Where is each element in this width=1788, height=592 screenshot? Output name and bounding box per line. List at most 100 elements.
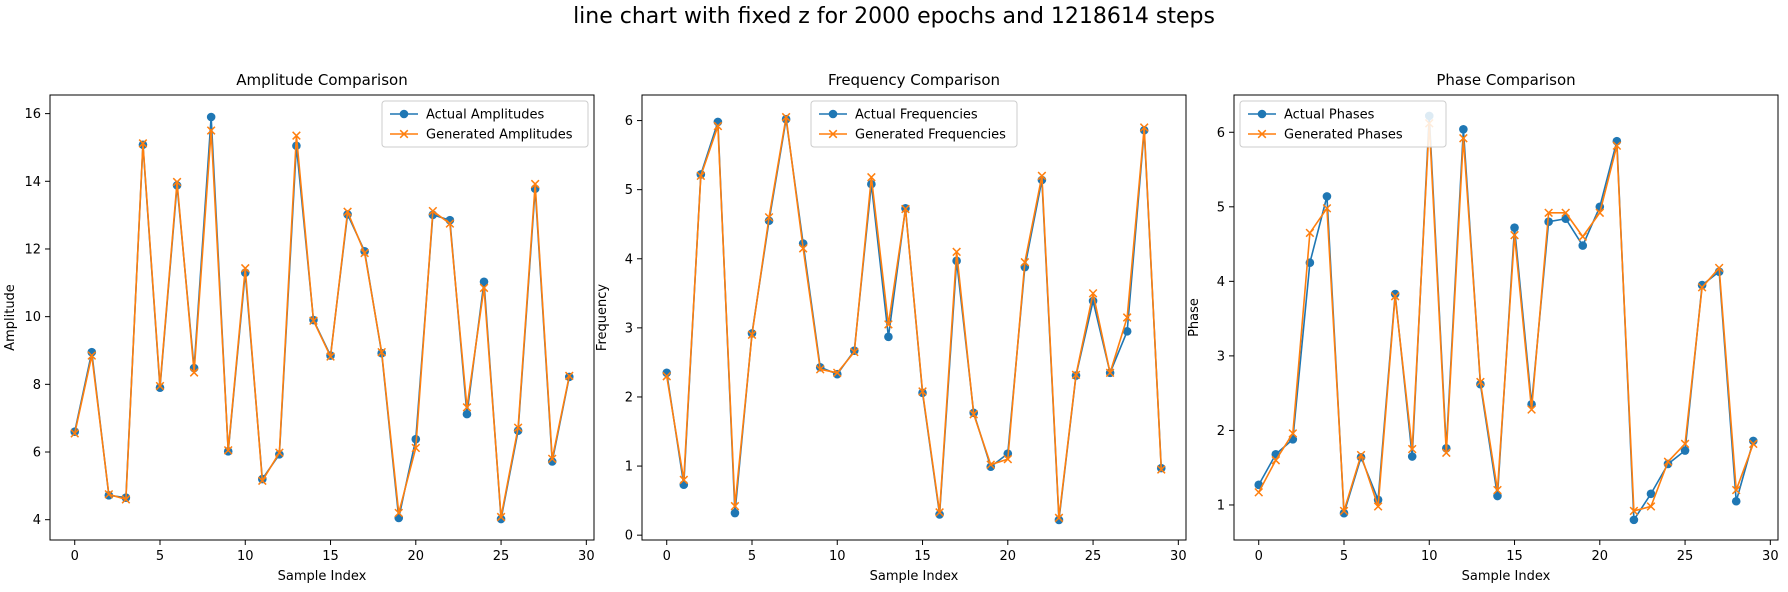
data-point-generated bbox=[462, 403, 472, 412]
data-point-generated bbox=[901, 204, 910, 214]
data-point-actual bbox=[479, 277, 489, 287]
data-point-generated bbox=[1271, 455, 1281, 465]
data-point-actual bbox=[1390, 289, 1400, 299]
legend: Actual Amplitudes Generated Amplitudes bbox=[381, 100, 589, 148]
data-point-generated bbox=[513, 423, 523, 432]
legend-marker-x bbox=[1257, 129, 1267, 139]
data-point-actual bbox=[679, 480, 689, 490]
data-point-generated bbox=[1714, 263, 1724, 273]
legend-marker-circle bbox=[1257, 109, 1267, 119]
x-tick-label: 10 bbox=[237, 549, 254, 564]
data-point-actual bbox=[884, 332, 893, 342]
data-point-generated bbox=[1254, 487, 1264, 497]
y-tick-label: 3 bbox=[625, 321, 633, 336]
data-point-generated bbox=[292, 131, 301, 140]
x-tick-label: 30 bbox=[1762, 549, 1779, 564]
data-point-generated bbox=[1037, 171, 1047, 181]
data-point-actual bbox=[1322, 192, 1332, 201]
data-point-generated bbox=[1020, 257, 1030, 267]
y-tick-label: 2 bbox=[625, 390, 633, 405]
x-tick-label: 15 bbox=[1506, 549, 1523, 564]
data-point-actual bbox=[155, 383, 165, 393]
data-point-generated bbox=[1578, 232, 1588, 241]
plot-frame bbox=[641, 94, 1187, 541]
data-point-actual bbox=[1493, 491, 1502, 501]
x-tick-label: 10 bbox=[829, 549, 846, 564]
x-axis-label: Sample Index bbox=[278, 569, 367, 584]
y-axis-label: Frequency bbox=[595, 284, 610, 351]
chart-title: Phase Comparison bbox=[1436, 71, 1575, 89]
data-point-generated bbox=[496, 512, 506, 522]
data-point-generated bbox=[1459, 133, 1468, 143]
y-tick-label: 5 bbox=[625, 183, 633, 198]
data-point-generated bbox=[1680, 439, 1690, 449]
data-point-generated bbox=[1527, 405, 1536, 414]
x-tick-label: 20 bbox=[1592, 549, 1609, 564]
data-point-generated bbox=[1305, 228, 1315, 238]
data-point-generated bbox=[1646, 502, 1656, 511]
data-point-generated bbox=[1663, 457, 1673, 467]
y-tick-label: 10 bbox=[24, 310, 41, 325]
data-point-generated bbox=[547, 454, 557, 464]
data-point-generated bbox=[257, 476, 267, 486]
data-point-generated bbox=[764, 212, 774, 222]
x-tick-label: 5 bbox=[1340, 549, 1348, 564]
x-tick-label: 5 bbox=[748, 549, 756, 564]
data-point-actual bbox=[1510, 223, 1519, 232]
legend-box bbox=[381, 100, 589, 148]
series-line-generated bbox=[1258, 122, 1755, 512]
x-tick-label: 0 bbox=[663, 549, 671, 564]
data-point-generated bbox=[121, 495, 131, 504]
y-tick-label: 12 bbox=[24, 242, 41, 257]
chart-title: Frequency Comparison bbox=[828, 71, 1000, 89]
data-point-generated bbox=[969, 409, 979, 419]
data-point-generated bbox=[189, 368, 199, 377]
data-point-actual bbox=[730, 508, 740, 518]
data-point-generated bbox=[1356, 450, 1366, 460]
y-tick-label: 2 bbox=[1217, 424, 1225, 439]
data-point-generated bbox=[1629, 506, 1639, 516]
x-tick-label: 15 bbox=[322, 549, 339, 564]
data-point-generated bbox=[1003, 454, 1013, 464]
x-tick-label: 15 bbox=[914, 549, 931, 564]
y-tick-label: 3 bbox=[1217, 349, 1225, 364]
data-point-generated bbox=[1697, 282, 1707, 292]
data-point-actual bbox=[1680, 446, 1690, 455]
data-point-generated bbox=[832, 368, 842, 378]
legend-label: Generated Amplitudes bbox=[426, 128, 573, 143]
data-point-generated bbox=[138, 139, 148, 148]
legend-marker-x bbox=[828, 129, 838, 139]
legend-box bbox=[1239, 100, 1447, 148]
data-point-generated bbox=[1156, 465, 1166, 474]
data-point-generated bbox=[713, 121, 723, 131]
x-axis-label: Sample Index bbox=[870, 569, 959, 584]
data-point-generated bbox=[1510, 230, 1519, 240]
data-point-generated bbox=[1390, 291, 1400, 301]
x-tick-label: 20 bbox=[408, 549, 425, 564]
data-point-generated bbox=[1139, 123, 1149, 132]
data-point-generated bbox=[275, 448, 284, 458]
data-point-generated bbox=[1088, 288, 1098, 298]
plot-frame bbox=[1233, 94, 1779, 541]
legend: Actual Frequencies Generated Frequencies bbox=[810, 100, 1018, 148]
y-tick-label: 4 bbox=[33, 513, 41, 528]
data-point-actual bbox=[1054, 515, 1064, 525]
y-tick-label: 4 bbox=[625, 252, 633, 267]
y-tick-label: 1 bbox=[625, 460, 633, 475]
data-point-generated bbox=[1339, 506, 1349, 516]
data-point-generated bbox=[867, 172, 876, 182]
data-point-generated bbox=[747, 330, 757, 340]
data-point-generated bbox=[730, 501, 740, 511]
x-tick-label: 0 bbox=[1255, 549, 1263, 564]
data-point-actual bbox=[1629, 515, 1639, 525]
x-axis-label: Sample Index bbox=[1462, 569, 1551, 584]
data-point-actual bbox=[1407, 452, 1417, 461]
y-axis-label: Phase bbox=[1187, 298, 1202, 337]
x-tick-label: 25 bbox=[1085, 549, 1102, 564]
data-point-generated bbox=[1748, 439, 1758, 449]
data-point-actual bbox=[496, 514, 506, 524]
data-point-generated bbox=[1288, 429, 1298, 438]
x-tick-label: 30 bbox=[1170, 549, 1187, 564]
legend-label: Actual Amplitudes bbox=[426, 108, 544, 123]
data-point-generated bbox=[952, 247, 961, 257]
